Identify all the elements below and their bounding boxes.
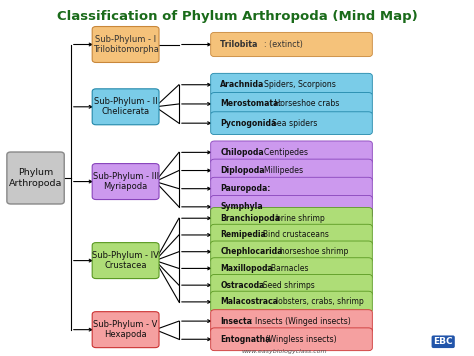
Text: Symphyla: Symphyla (220, 202, 263, 211)
FancyBboxPatch shape (7, 152, 64, 204)
Text: Merostomata:: Merostomata: (220, 99, 282, 109)
Text: : Insects (Winged insects): : Insects (Winged insects) (250, 316, 351, 326)
Text: Insecta: Insecta (220, 316, 252, 326)
FancyBboxPatch shape (210, 241, 373, 262)
FancyBboxPatch shape (92, 312, 159, 347)
FancyBboxPatch shape (210, 195, 373, 218)
FancyBboxPatch shape (92, 164, 159, 199)
Text: Sub-Phylum - IV
Crustacea: Sub-Phylum - IV Crustacea (92, 251, 159, 270)
Text: Maxillopoda: Maxillopoda (220, 264, 273, 273)
FancyBboxPatch shape (210, 73, 373, 96)
Text: Trilobita: Trilobita (220, 40, 260, 49)
Text: Sub-Phylum - II
Chelicerata: Sub-Phylum - II Chelicerata (94, 97, 157, 116)
Text: Pauropoda:: Pauropoda: (220, 184, 271, 193)
Text: : (extinct): : (extinct) (264, 40, 303, 49)
Text: : Seed shrimps: : Seed shrimps (258, 281, 315, 290)
Text: Sub-Phylum - V
Hexapoda: Sub-Phylum - V Hexapoda (93, 320, 158, 339)
Text: (Wingless insects): (Wingless insects) (263, 335, 337, 344)
Text: : Centipedes: : Centipedes (259, 148, 308, 157)
FancyBboxPatch shape (210, 291, 373, 313)
Text: Remipedia: Remipedia (220, 230, 266, 240)
FancyBboxPatch shape (210, 93, 373, 115)
FancyBboxPatch shape (210, 208, 373, 229)
FancyBboxPatch shape (210, 224, 373, 246)
Text: : brine shrimp: : brine shrimp (271, 214, 324, 223)
FancyBboxPatch shape (210, 310, 373, 333)
Text: : Barnacles: : Barnacles (266, 264, 309, 273)
Text: Classification of Phylum Arthropoda (Mind Map): Classification of Phylum Arthropoda (Min… (56, 10, 418, 23)
Text: : Sea spiders: : Sea spiders (267, 119, 318, 128)
Text: : Bind crustaceans: : Bind crustaceans (258, 230, 329, 240)
FancyBboxPatch shape (92, 89, 159, 125)
Text: Branchiopoda: Branchiopoda (220, 214, 280, 223)
Text: Entognatha: Entognatha (220, 335, 271, 344)
FancyBboxPatch shape (210, 159, 373, 182)
Text: Horseshoe crabs: Horseshoe crabs (272, 99, 339, 109)
Text: : Millipedes: : Millipedes (259, 166, 303, 175)
Text: Chephlocarida: Chephlocarida (220, 247, 283, 256)
Text: Arachnida: Arachnida (220, 80, 264, 89)
Text: www.easybiologyclass.com: www.easybiologyclass.com (242, 349, 327, 354)
FancyBboxPatch shape (210, 112, 373, 135)
Text: Sub-Phylum - III
Myriapoda: Sub-Phylum - III Myriapoda (92, 172, 159, 191)
Text: EBC: EBC (433, 337, 453, 346)
FancyBboxPatch shape (210, 258, 373, 279)
Text: Diplopoda: Diplopoda (220, 166, 264, 175)
Text: : horseshoe shrimp: : horseshoe shrimp (275, 247, 348, 256)
Text: Phylum
Arthropoda: Phylum Arthropoda (9, 168, 62, 188)
Text: Ostracoda: Ostracoda (220, 281, 264, 290)
FancyBboxPatch shape (210, 177, 373, 200)
Text: Chilopoda: Chilopoda (220, 148, 264, 157)
FancyBboxPatch shape (210, 274, 373, 296)
Text: Pycnogonida: Pycnogonida (220, 119, 276, 128)
Text: : lobsters, crabs, shrimp: : lobsters, crabs, shrimp (271, 297, 364, 307)
Text: Sub-Phylum - I
Trilobitomorpha: Sub-Phylum - I Trilobitomorpha (93, 35, 158, 54)
FancyBboxPatch shape (210, 141, 373, 164)
Text: : Spiders, Scorpions: : Spiders, Scorpions (259, 80, 336, 89)
FancyBboxPatch shape (92, 243, 159, 278)
FancyBboxPatch shape (210, 32, 373, 57)
FancyBboxPatch shape (210, 328, 373, 351)
FancyBboxPatch shape (92, 27, 159, 63)
Text: Malacostraca: Malacostraca (220, 297, 278, 307)
